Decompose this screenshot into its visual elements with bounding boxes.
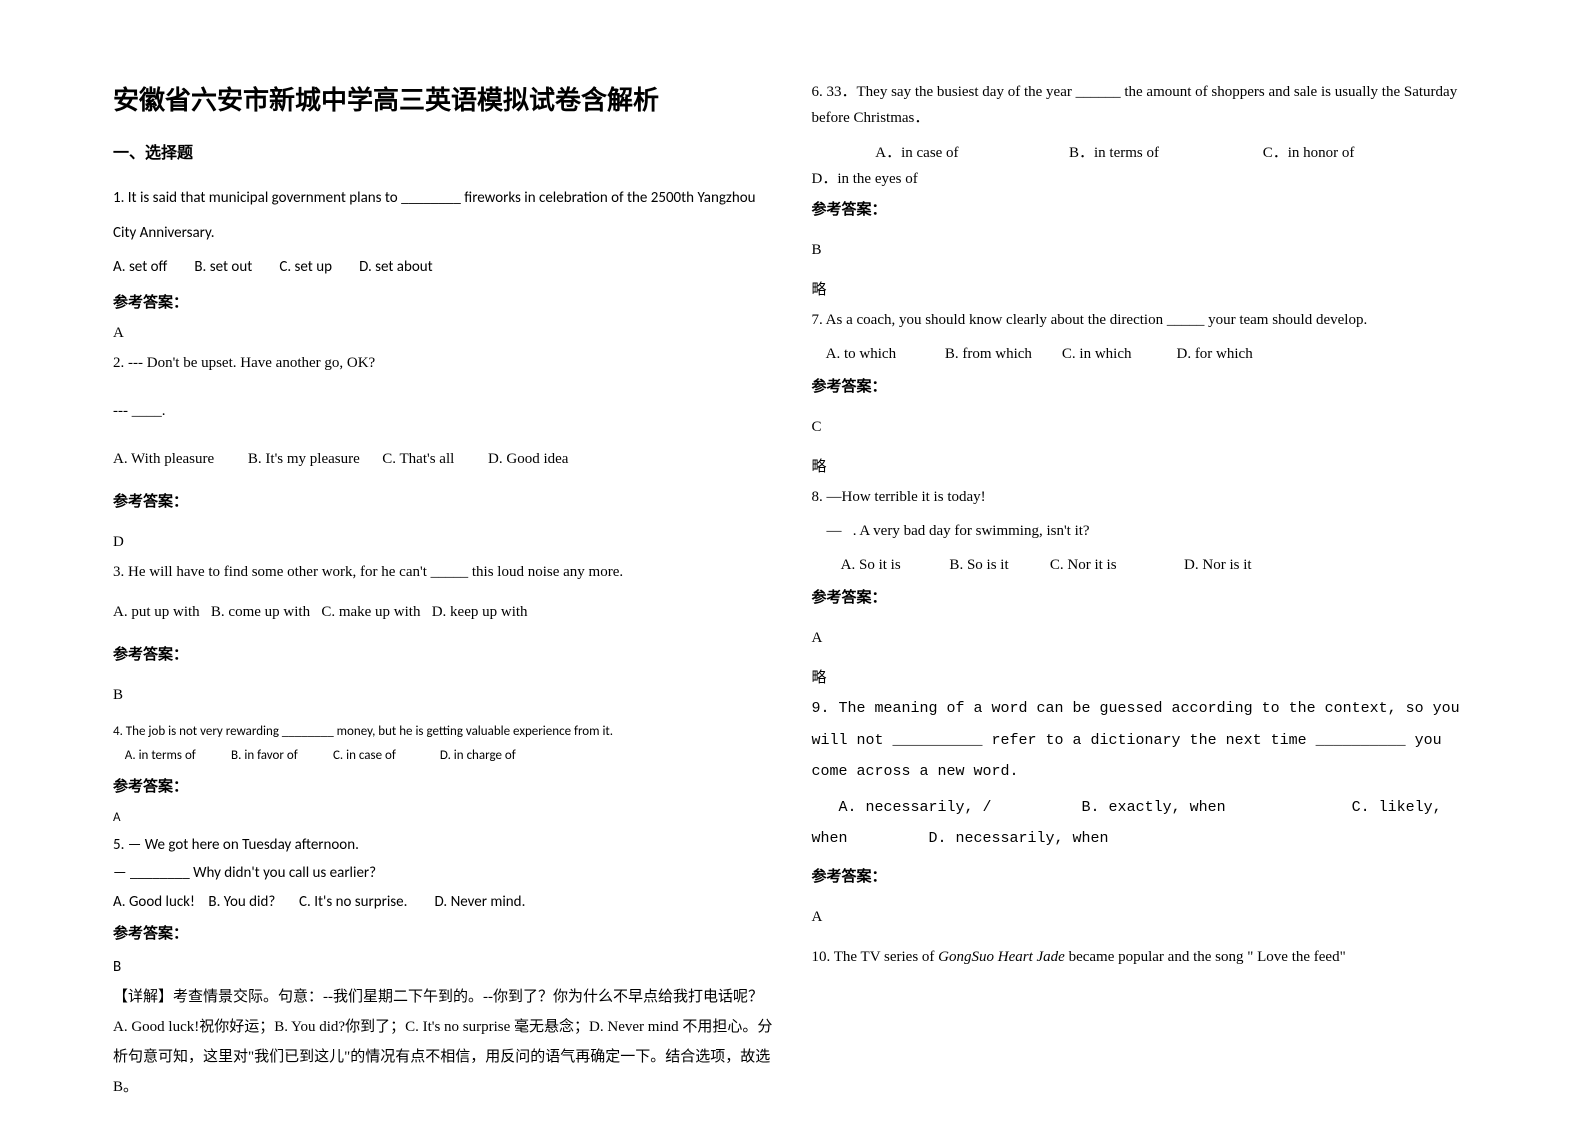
q2-ans: D xyxy=(113,527,776,557)
q4-ans-label: 参考答案： xyxy=(113,775,776,796)
q6-optD: D．in the eyes of xyxy=(812,167,918,193)
q5-explanation: 【详解】考查情景交际。句意：--我们星期二下午到的。--你到了？你为什么不早点给… xyxy=(113,982,776,1102)
q2-ans-label: 参考答案： xyxy=(113,490,776,511)
q5-stem1: 5. — We got here on Tuesday afternoon. xyxy=(113,831,776,860)
q2-options: A. With pleasure B. It's my pleasure C. … xyxy=(113,444,776,474)
q10-stem-a: 10. The TV series of xyxy=(812,949,939,965)
q7-ans: C xyxy=(812,412,1475,442)
q7-options: A. to which B. from which C. in which D.… xyxy=(812,339,1475,369)
q1-ans-label: 参考答案： xyxy=(113,291,776,312)
q9-stem: 9. The meaning of a word can be guessed … xyxy=(812,693,1475,788)
right-column: 6. 33．They say the busiest day of the ye… xyxy=(794,80,1493,1082)
q9-ans: A xyxy=(812,902,1475,932)
q4-stem: 4. The job is not very rewarding _______… xyxy=(113,720,776,745)
q10-stem: 10. The TV series of GongSuo Heart Jade … xyxy=(812,942,1475,972)
exam-title: 安徽省六安市新城中学高三英语模拟试卷含解析 xyxy=(113,80,776,117)
q2-stem1: 2. --- Don't be upset. Have another go, … xyxy=(113,348,776,378)
q1-options: A. set off B. set out C. set up D. set a… xyxy=(113,250,776,285)
q1-stem: 1. It is said that municipal government … xyxy=(113,181,776,250)
q3-ans: B xyxy=(113,680,776,710)
q5-options: A. Good luck! B. You did? C. It's no sur… xyxy=(113,888,776,917)
q6-optC: C．in honor of xyxy=(1263,141,1453,167)
q8-options: A. So it is B. So is it C. Nor it is D. … xyxy=(812,550,1475,580)
q6-options: A．in case of B．in terms of C．in honor of… xyxy=(812,141,1475,192)
q5-stem2: — ________ Why didn't you call us earlie… xyxy=(113,859,776,888)
q10-stem-italic: GongSuo Heart Jade xyxy=(938,949,1065,965)
q2-stem2: --- ____. xyxy=(113,396,776,426)
q6-stem: 6. 33．They say the busiest day of the ye… xyxy=(812,80,1475,131)
q5-ans-label: 参考答案： xyxy=(113,922,776,943)
q7-stem: 7. As a coach, you should know clearly a… xyxy=(812,305,1475,335)
q6-ans: B xyxy=(812,235,1475,265)
q1-ans: A xyxy=(113,318,776,348)
left-column: 安徽省六安市新城中学高三英语模拟试卷含解析 一、选择题 1. It is sai… xyxy=(95,80,794,1082)
q8-stem2: — . A very bad day for swimming, isn't i… xyxy=(812,516,1475,546)
q8-lue: 略 xyxy=(812,663,1475,693)
q6-optB: B．in terms of xyxy=(1069,141,1259,167)
q6-ans-label: 参考答案： xyxy=(812,198,1475,219)
q3-ans-label: 参考答案： xyxy=(113,643,776,664)
exam-page: 安徽省六安市新城中学高三英语模拟试卷含解析 一、选择题 1. It is sai… xyxy=(0,0,1587,1122)
q6-lue: 略 xyxy=(812,275,1475,305)
q7-lue: 略 xyxy=(812,452,1475,482)
q9-ans-label: 参考答案： xyxy=(812,865,1475,886)
q4-ans: A xyxy=(113,806,776,831)
q8-ans-label: 参考答案： xyxy=(812,586,1475,607)
section-heading: 一、选择题 xyxy=(113,139,776,163)
q3-options: A. put up with B. come up with C. make u… xyxy=(113,597,776,627)
q8-stem1: 8. —How terrible it is today! xyxy=(812,482,1475,512)
q5-ans: B xyxy=(113,953,776,982)
q6-optA: A．in case of xyxy=(875,141,1065,167)
q3-stem: 3. He will have to find some other work,… xyxy=(113,557,776,587)
q7-ans-label: 参考答案： xyxy=(812,375,1475,396)
q4-options: A. in terms of B. in favor of C. in case… xyxy=(113,744,776,769)
q8-ans: A xyxy=(812,623,1475,653)
q9-options: A. necessarily, / B. exactly, when C. li… xyxy=(812,792,1475,855)
q10-stem-b: became popular and the song " Love the f… xyxy=(1065,949,1346,965)
